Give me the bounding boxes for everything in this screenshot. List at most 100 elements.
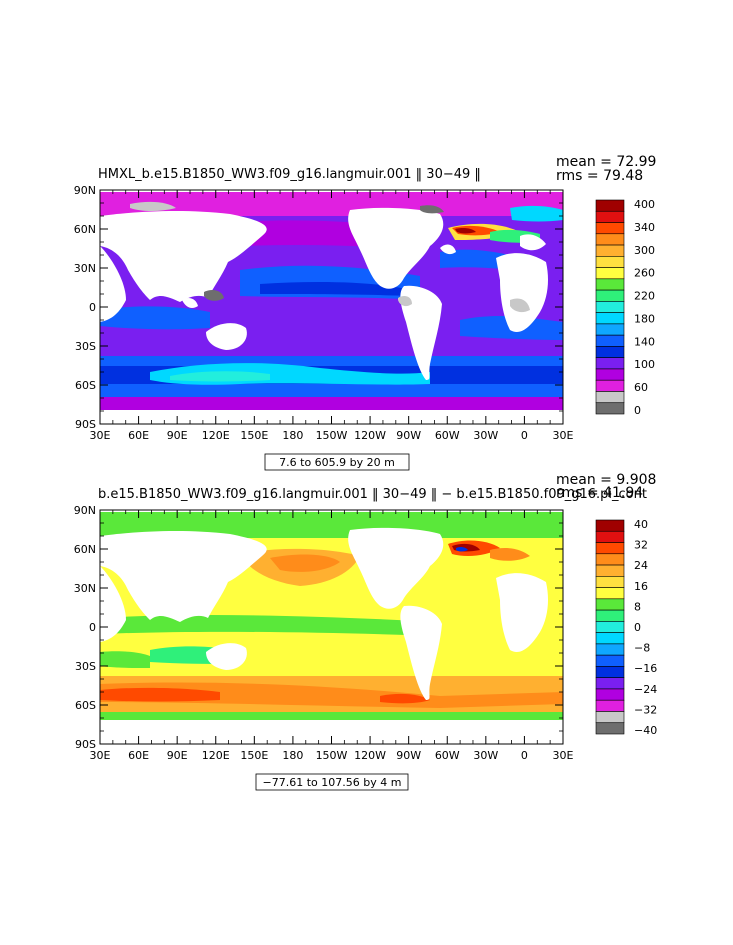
x-tick-label: 30W [473, 749, 498, 762]
colorbar-label: 16 [634, 580, 648, 593]
y-tick-label: 60N [74, 223, 96, 236]
colorbar-label: −8 [634, 642, 650, 655]
x-tick-label: 120W [354, 749, 386, 762]
colorbar-label: 32 [634, 539, 648, 552]
colorbar-swatch [595, 379, 625, 392]
x-tick-label: 30E [90, 749, 111, 762]
colorbar-swatch [595, 598, 625, 611]
x-tick-label: 90E [167, 429, 188, 442]
colorbar-label: 100 [634, 358, 655, 371]
panel-2-axes: 30E 60E 90E 120E 150E 180 150W 120W 90W 60W 30W 0 30… [74, 504, 574, 762]
colorbar-swatch [595, 210, 625, 223]
colorbar-swatch [595, 587, 625, 600]
colorbar-swatch [595, 199, 625, 212]
x-tick-label: 150E [240, 749, 268, 762]
colorbar-swatch [595, 677, 625, 690]
y-tick-label: 30S [75, 340, 96, 353]
y-tick-label: 60N [74, 543, 96, 556]
colorbar-label: 8 [634, 600, 641, 613]
colorbar-swatch [595, 289, 625, 302]
panel-2-title: b.e15.B1850_WW3.f09_g16.langmuir.001 ‖ 3… [98, 487, 647, 502]
colorbar-label: 0 [634, 404, 641, 417]
y-tick-label: 30N [74, 262, 96, 275]
colorbar-swatch [595, 654, 625, 667]
colorbar-label: 40 [634, 518, 648, 531]
colorbar-swatch [595, 609, 625, 622]
panel-1-rms: rms = 79.48 [556, 168, 643, 184]
colorbar-label: 260 [634, 267, 655, 280]
colorbar-label: −32 [634, 703, 657, 716]
x-tick-label: 0 [521, 429, 528, 442]
colorbar-swatch [595, 233, 625, 246]
x-tick-label: 90E [167, 749, 188, 762]
colorbar-label: 140 [634, 335, 655, 348]
colorbar-label: −16 [634, 662, 657, 675]
y-tick-label: 90S [75, 418, 96, 431]
colorbar-swatch [595, 711, 625, 724]
colorbar-label: 300 [634, 244, 655, 257]
x-tick-label: 30E [90, 429, 111, 442]
colorbar-swatch [595, 666, 625, 678]
x-tick-label: 120W [354, 429, 386, 442]
colorbar-swatch [595, 391, 625, 404]
panel-1-map [100, 190, 563, 424]
y-tick-label: 30N [74, 582, 96, 595]
colorbar-swatch [595, 553, 625, 566]
panel-2-range-box: −77.61 to 107.56 by 4 m [255, 773, 409, 791]
colorbar-label: −24 [634, 683, 657, 696]
colorbar-label: 0 [634, 621, 641, 634]
x-tick-label: 150W [316, 749, 348, 762]
y-tick-label: 60S [75, 699, 96, 712]
colorbar-label: 340 [634, 221, 655, 234]
x-tick-label: 30E [553, 749, 574, 762]
colorbar-label: 24 [634, 559, 648, 572]
colorbar-swatch [595, 278, 625, 291]
panel-2-rms: rms = 41.94 [556, 485, 643, 501]
colorbar-swatch [595, 643, 625, 656]
panel-1-axes: 30E 60E 90E 120E 150E 180 150W 120W 90W 60W 30W 0 30… [74, 184, 574, 442]
colorbar-swatch [595, 688, 625, 701]
colorbar-swatch [595, 530, 625, 543]
panel-2-mean: mean = 9.908 [556, 472, 656, 488]
colorbar-label: −40 [634, 724, 657, 737]
x-tick-label: 150W [316, 429, 348, 442]
x-tick-label: 90W [396, 749, 421, 762]
colorbar-label: 60 [634, 381, 648, 394]
colorbar-swatch [595, 357, 625, 370]
colorbar-swatch [595, 519, 625, 532]
colorbar-swatch [595, 301, 625, 313]
colorbar-swatch [595, 632, 625, 645]
x-tick-label: 120E [202, 749, 230, 762]
y-tick-label: 0 [89, 301, 96, 314]
y-tick-label: 60S [75, 379, 96, 392]
colorbar-swatch [595, 576, 625, 588]
x-tick-label: 150E [240, 429, 268, 442]
colorbar-swatch [595, 323, 625, 336]
x-tick-label: 30E [553, 429, 574, 442]
panel-1-range: 7.6 to 605.9 by 20 m [279, 456, 395, 469]
panel-1-range-box: 7.6 to 605.9 by 20 m [264, 453, 410, 471]
y-tick-label: 30S [75, 660, 96, 673]
colorbar-swatch [595, 402, 625, 415]
panel-1-title: HMXL_b.e15.B1850_WW3.f09_g16.langmuir.00… [98, 167, 481, 182]
x-tick-label: 60W [435, 429, 460, 442]
panel-2-map [100, 510, 563, 744]
colorbar-label: 180 [634, 312, 655, 325]
colorbar-swatch [595, 542, 625, 555]
x-tick-label: 60E [128, 429, 149, 442]
colorbar-swatch [595, 564, 625, 577]
colorbar-swatch [595, 256, 625, 268]
colorbar-swatch [595, 621, 625, 633]
x-tick-label: 90W [396, 429, 421, 442]
panel-2-colorbar: 40 32 24 16 8 0 −8 −16 −24 −32 −40 [595, 518, 657, 737]
x-tick-label: 180 [282, 429, 303, 442]
panel-1-colorbar: 400 340 300 260 220 180 140 100 60 0 [595, 198, 655, 417]
x-tick-label: 60E [128, 749, 149, 762]
y-tick-label: 90N [74, 504, 96, 517]
colorbar-swatch [595, 722, 625, 735]
x-tick-label: 120E [202, 429, 230, 442]
colorbar-swatch [595, 368, 625, 381]
colorbar-swatch [595, 334, 625, 347]
panel-2: b.e15.B1850_WW3.f09_g16.langmuir.001 ‖ 3… [74, 472, 657, 791]
